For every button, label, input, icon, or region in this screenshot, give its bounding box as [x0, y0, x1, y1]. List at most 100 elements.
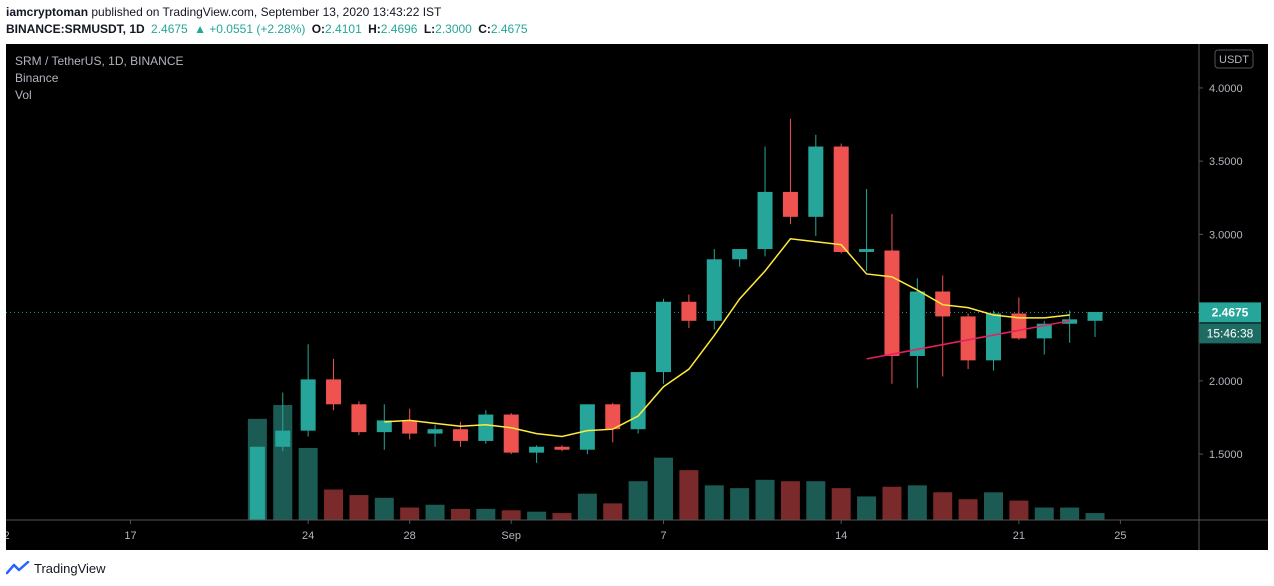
- candle-body: [326, 379, 342, 405]
- volume-bar: [907, 485, 927, 520]
- high-label: H:: [368, 22, 381, 36]
- candle-body: [300, 379, 316, 431]
- candle-body: [630, 372, 646, 430]
- volume-bar: [933, 492, 953, 520]
- chart-legend: SRM / TetherUS, 1D, BINANCE Binance Vol: [15, 54, 184, 102]
- chart-panel[interactable]: 1.50002.00002.50003.00003.50004.00001217…: [0, 44, 1268, 550]
- candle-body: [909, 291, 925, 356]
- legend-exchange: Binance: [15, 71, 59, 85]
- volume-bar: [349, 495, 369, 520]
- volume-bar: [628, 481, 648, 520]
- candle-body: [376, 420, 392, 433]
- open-value: 2.4101: [325, 22, 362, 36]
- price-chart[interactable]: 1.50002.00002.50003.00003.50004.00001217…: [0, 44, 1268, 550]
- price-labels: 2.4675 15:46:38: [1199, 302, 1261, 344]
- countdown-badge: [1199, 323, 1261, 344]
- low-value: 2.3000: [435, 22, 472, 36]
- volume-bar: [603, 503, 623, 520]
- x-tick-label: 7: [660, 530, 666, 542]
- grid-layer: [6, 311, 1199, 313]
- volume-bar: [450, 508, 470, 520]
- candle-body: [656, 301, 672, 373]
- volume-bar: [476, 508, 496, 520]
- candle-body: [1011, 313, 1027, 339]
- moving-average-line: [384, 238, 1070, 438]
- y-tick-label: 1.5000: [1209, 449, 1243, 461]
- y-tick-label: 4.0000: [1209, 83, 1243, 95]
- candle-body: [478, 414, 494, 441]
- volume-bar: [400, 507, 420, 520]
- volume-bar: [958, 499, 978, 520]
- last-price-label: 2.4675: [1212, 305, 1249, 319]
- indicator-lines: [384, 238, 1070, 438]
- x-tick-label: Sep: [501, 530, 521, 542]
- candle-body: [706, 259, 722, 321]
- volume-bar: [1085, 513, 1105, 520]
- candle-body: [859, 249, 875, 252]
- x-tick-label: 24: [302, 530, 314, 542]
- low-label: L:: [423, 22, 436, 36]
- candle-body: [249, 446, 265, 520]
- axes: 1.50002.00002.50003.00003.50004.00001217…: [0, 44, 1268, 550]
- volume-bar: [831, 488, 851, 520]
- volume-bar: [324, 489, 344, 520]
- candle-body: [960, 316, 976, 361]
- candle-body: [503, 414, 519, 453]
- volume-bar: [501, 510, 521, 520]
- volume-bar: [983, 492, 1003, 520]
- volume-bar: [755, 479, 775, 520]
- volume-bar: [704, 485, 724, 520]
- candle-body: [884, 250, 900, 356]
- trend-line: [866, 320, 1070, 360]
- volume-bars: [247, 405, 1105, 520]
- last-value: 2.4675: [151, 22, 188, 36]
- volume-bar: [1060, 507, 1080, 520]
- candle-body: [985, 313, 1001, 361]
- legend-title: SRM / TetherUS, 1D, BINANCE: [15, 54, 184, 68]
- candle-body: [554, 446, 570, 450]
- x-tick-label: 25: [1114, 530, 1126, 542]
- x-tick-label: 28: [404, 530, 416, 542]
- candle-body: [808, 146, 824, 217]
- tradingview-logo-icon: [6, 561, 30, 575]
- x-tick-label: 12: [6, 530, 10, 542]
- candle-body: [579, 404, 595, 450]
- published-text: published on TradingView.com, September …: [91, 5, 442, 19]
- y-tick-label: 3.0000: [1209, 229, 1243, 241]
- y-tick-label: 3.5000: [1209, 156, 1243, 168]
- candle-body: [681, 301, 697, 321]
- volume-bar: [1009, 500, 1029, 520]
- x-tick-label: 21: [1013, 530, 1025, 542]
- change-value: ▲ +0.0551 (+2.28%): [194, 22, 306, 36]
- candle-body: [782, 191, 798, 217]
- volume-bar: [298, 447, 318, 520]
- close-label: C:: [478, 22, 491, 36]
- volume-bar: [577, 493, 597, 520]
- volume-bar: [527, 511, 547, 520]
- candle-body: [427, 429, 443, 434]
- candle-body: [275, 430, 291, 447]
- candle-body: [1036, 323, 1052, 339]
- candle-body: [1087, 312, 1103, 321]
- volume-bar: [857, 496, 877, 520]
- candle-body: [402, 420, 418, 434]
- symbol-label: BINANCE:SRMUSDT, 1D: [6, 22, 145, 36]
- currency-badge[interactable]: USDT: [1214, 49, 1254, 69]
- publish-info: iamcryptoman published on TradingView.co…: [6, 5, 441, 19]
- volume-bar: [654, 457, 674, 520]
- high-value: 2.4696: [380, 22, 418, 36]
- candle-body: [605, 404, 621, 430]
- volume-bar: [552, 513, 572, 520]
- y-tick-label: 2.0000: [1209, 376, 1243, 388]
- publisher-name[interactable]: iamcryptoman: [6, 5, 89, 19]
- volume-bar: [679, 470, 699, 520]
- countdown-label: 15:46:38: [1207, 326, 1254, 340]
- candle-body: [452, 429, 468, 441]
- legend-vol: Vol: [15, 88, 32, 102]
- candle-body: [732, 249, 748, 260]
- footer-brand-text: TradingView: [34, 560, 106, 576]
- x-tick-label: 17: [124, 530, 136, 542]
- candle-body: [757, 191, 773, 250]
- footer-brand[interactable]: TradingView: [6, 557, 106, 579]
- volume-bar: [882, 486, 902, 520]
